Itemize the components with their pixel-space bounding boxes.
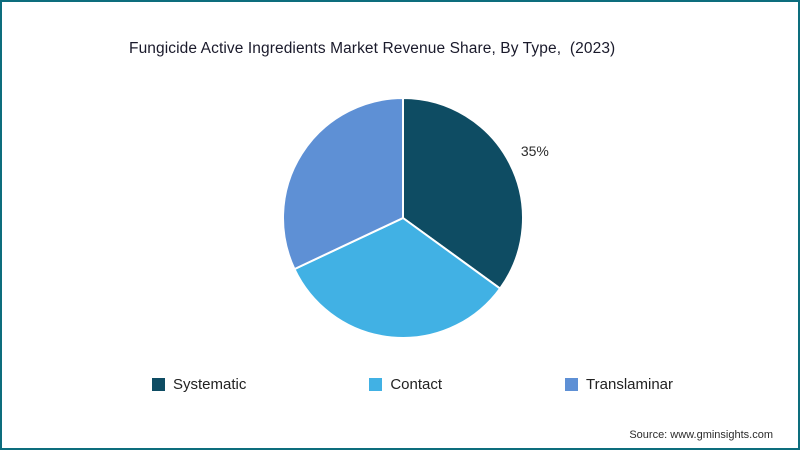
legend-label: Contact [390, 375, 443, 393]
pie-slice-value-label: 35% [521, 143, 549, 159]
legend-item-translaminar: Translaminar [565, 376, 673, 393]
legend-item-systematic: Systematic [152, 376, 246, 393]
legend-item-contact: Contact [369, 376, 442, 393]
chart-title: Fungicide Active Ingredients Market Reve… [129, 40, 616, 57]
legend-swatch-icon [152, 377, 165, 391]
legend-label: Systematic [173, 375, 247, 393]
legend-swatch-icon [369, 377, 383, 391]
pie-slice-contact [293, 217, 502, 339]
legend: Systematic Contact Translaminar [152, 374, 673, 394]
legend-label: Translaminar [586, 375, 673, 393]
pie-slice-systematic [402, 97, 524, 290]
source-text: Source: www.gminsights.com [629, 429, 773, 441]
pie-slice-translaminar [282, 97, 404, 271]
legend-swatch-icon [565, 377, 579, 391]
